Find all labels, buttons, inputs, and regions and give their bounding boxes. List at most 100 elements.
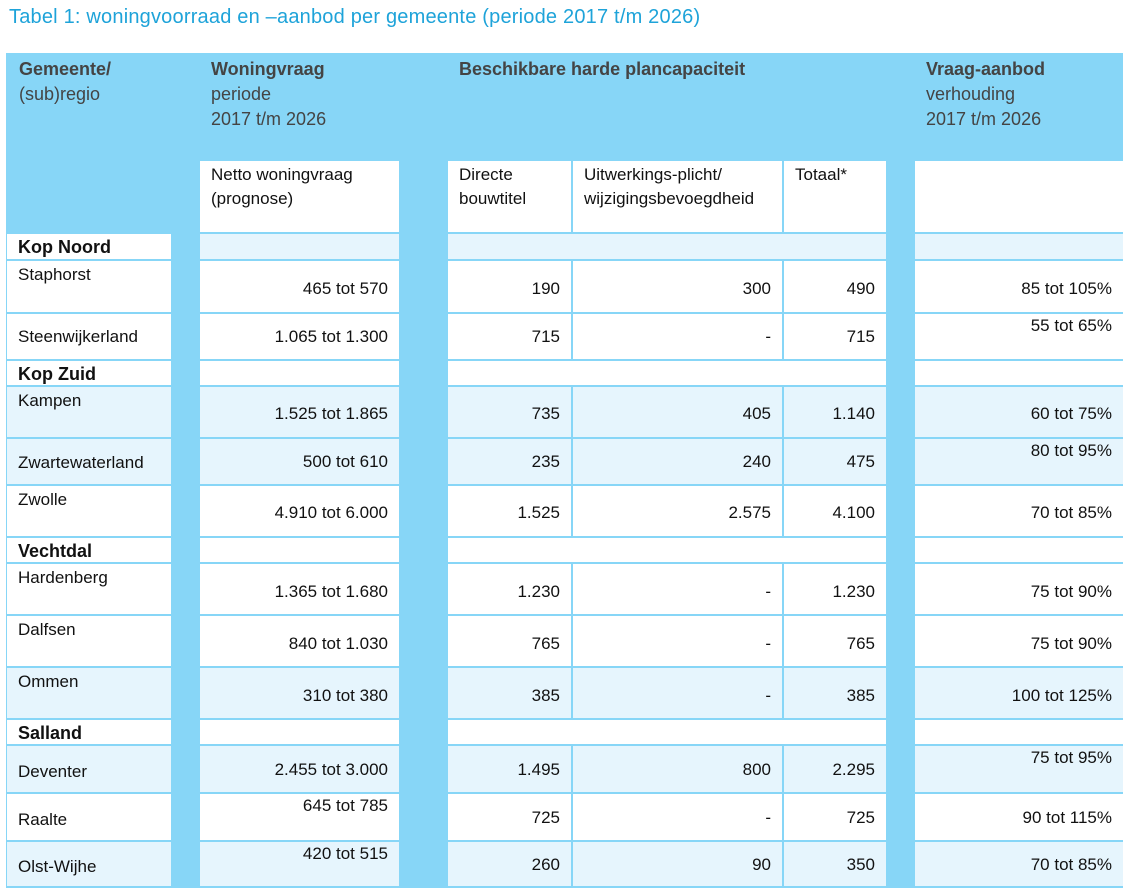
cell-uitwerking: 300 <box>573 261 782 312</box>
group-spacer <box>915 720 1123 744</box>
header-gemeente-line2: (sub)regio <box>19 84 101 104</box>
table-title: Tabel 1: woningvoorraad en –aanbod per g… <box>9 6 701 28</box>
cell-vraag: 420 tot 515 <box>200 842 399 886</box>
subheader-uitwerking-line2: wijzigingsbevoegdheid <box>584 189 755 208</box>
cell-directe: 715 <box>448 314 571 359</box>
subheader-uitwerking-line1: Uitwerkings-plicht/ <box>584 165 722 184</box>
group-spacer <box>200 538 399 562</box>
cell-gemeente: Dalfsen <box>7 616 171 666</box>
cell-verhouding: 75 tot 90% <box>915 564 1123 614</box>
group-label: Kop Zuid <box>7 361 171 385</box>
cell-directe: 260 <box>448 842 571 886</box>
header-woningvraag-line1: Woningvraag <box>211 59 325 79</box>
header-gemeente-line1: Gemeente/ <box>19 59 112 79</box>
cell-directe: 1.230 <box>448 564 571 614</box>
header-verhouding-line1: Vraag-aanbod <box>926 59 1046 79</box>
header-woningvraag-line3: 2017 t/m 2026 <box>211 109 327 129</box>
cell-uitwerking: - <box>573 564 782 614</box>
cell-uitwerking: - <box>573 314 782 359</box>
cell-totaal: 765 <box>784 616 886 666</box>
cell-uitwerking: - <box>573 794 782 840</box>
cell-vraag: 1.525 tot 1.865 <box>200 387 399 437</box>
cell-totaal: 725 <box>784 794 886 840</box>
cell-gemeente: Kampen <box>7 387 171 437</box>
subheader-netto-line1: Netto woningvraag <box>211 165 353 184</box>
subheader-directe-line2: bouwtitel <box>459 189 527 208</box>
cell-gemeente: Raalte <box>7 794 171 840</box>
cell-vraag: 500 tot 610 <box>200 439 399 484</box>
cell-totaal: 350 <box>784 842 886 886</box>
cell-totaal: 1.140 <box>784 387 886 437</box>
cell-uitwerking: 90 <box>573 842 782 886</box>
cell-vraag: 1.365 tot 1.680 <box>200 564 399 614</box>
cell-uitwerking: 405 <box>573 387 782 437</box>
cell-directe: 1.525 <box>448 486 571 536</box>
group-spacer <box>200 720 399 744</box>
cell-totaal: 4.100 <box>784 486 886 536</box>
group-label: Salland <box>7 720 171 744</box>
subheader-netto-line2: (prognose) <box>211 189 294 208</box>
cell-verhouding: 70 tot 85% <box>915 486 1123 536</box>
cell-gemeente: Deventer <box>7 746 171 792</box>
group-label: Kop Noord <box>7 234 171 259</box>
cell-verhouding: 75 tot 90% <box>915 616 1123 666</box>
subheader-directe-line1: Directe <box>459 165 513 184</box>
cell-totaal: 475 <box>784 439 886 484</box>
cell-totaal: 2.295 <box>784 746 886 792</box>
cell-uitwerking: 2.575 <box>573 486 782 536</box>
cell-verhouding: 70 tot 85% <box>915 842 1123 886</box>
cell-uitwerking: 800 <box>573 746 782 792</box>
cell-uitwerking: - <box>573 616 782 666</box>
cell-uitwerking: - <box>573 668 782 718</box>
cell-gemeente: Olst-Wijhe <box>7 842 171 886</box>
cell-vraag: 310 tot 380 <box>200 668 399 718</box>
cell-directe: 765 <box>448 616 571 666</box>
cell-verhouding: 60 tot 75% <box>915 387 1123 437</box>
subheader-totaal-label: Totaal* <box>795 165 847 184</box>
header-verhouding-line3: 2017 t/m 2026 <box>926 109 1042 129</box>
subheader-directe: Directe bouwtitel <box>448 161 571 232</box>
cell-directe: 385 <box>448 668 571 718</box>
cell-totaal: 490 <box>784 261 886 312</box>
header-woningvraag: Woningvraag periode 2017 t/m 2026 <box>211 57 326 132</box>
cell-verhouding: 90 tot 115% <box>915 794 1123 840</box>
cell-gemeente: Ommen <box>7 668 171 718</box>
header-plancapaciteit: Beschikbare harde plancapaciteit <box>459 57 745 82</box>
cell-verhouding: 55 tot 65% <box>915 314 1123 359</box>
group-spacer <box>448 234 886 259</box>
group-label: Vechtdal <box>7 538 171 562</box>
cell-directe: 235 <box>448 439 571 484</box>
group-spacer <box>448 720 886 744</box>
group-spacer <box>915 361 1123 385</box>
subheader-totaal: Totaal* <box>784 161 886 232</box>
cell-totaal: 1.230 <box>784 564 886 614</box>
cell-directe: 1.495 <box>448 746 571 792</box>
header-gemeente: Gemeente/ (sub)regio <box>19 57 111 107</box>
group-spacer <box>200 361 399 385</box>
cell-vraag: 465 tot 570 <box>200 261 399 312</box>
cell-gemeente: Hardenberg <box>7 564 171 614</box>
subheader-uitwerking: Uitwerkings-plicht/ wijzigingsbevoegdhei… <box>573 161 782 232</box>
cell-vraag: 1.065 tot 1.300 <box>200 314 399 359</box>
header-verhouding: Vraag-aanbod verhouding 2017 t/m 2026 <box>926 57 1045 132</box>
cell-verhouding: 80 tot 95% <box>915 439 1123 484</box>
cell-gemeente: Zwartewaterland <box>7 439 171 484</box>
cell-vraag: 840 tot 1.030 <box>200 616 399 666</box>
cell-verhouding: 75 tot 95% <box>915 746 1123 792</box>
header-verhouding-line2: verhouding <box>926 84 1016 104</box>
subheader-netto: Netto woningvraag (prognose) <box>200 161 399 232</box>
group-spacer <box>448 538 886 562</box>
group-spacer <box>448 361 886 385</box>
cell-gemeente: Steenwijkerland <box>7 314 171 359</box>
cell-verhouding: 85 tot 105% <box>915 261 1123 312</box>
cell-directe: 725 <box>448 794 571 840</box>
cell-totaal: 385 <box>784 668 886 718</box>
header-plancapaciteit-line1: Beschikbare harde plancapaciteit <box>459 59 746 79</box>
cell-vraag: 645 tot 785 <box>200 794 399 840</box>
cell-directe: 190 <box>448 261 571 312</box>
group-spacer <box>915 538 1123 562</box>
subheader-verhouding-blank <box>915 161 1123 232</box>
cell-totaal: 715 <box>784 314 886 359</box>
group-spacer <box>200 234 399 259</box>
cell-gemeente: Zwolle <box>7 486 171 536</box>
